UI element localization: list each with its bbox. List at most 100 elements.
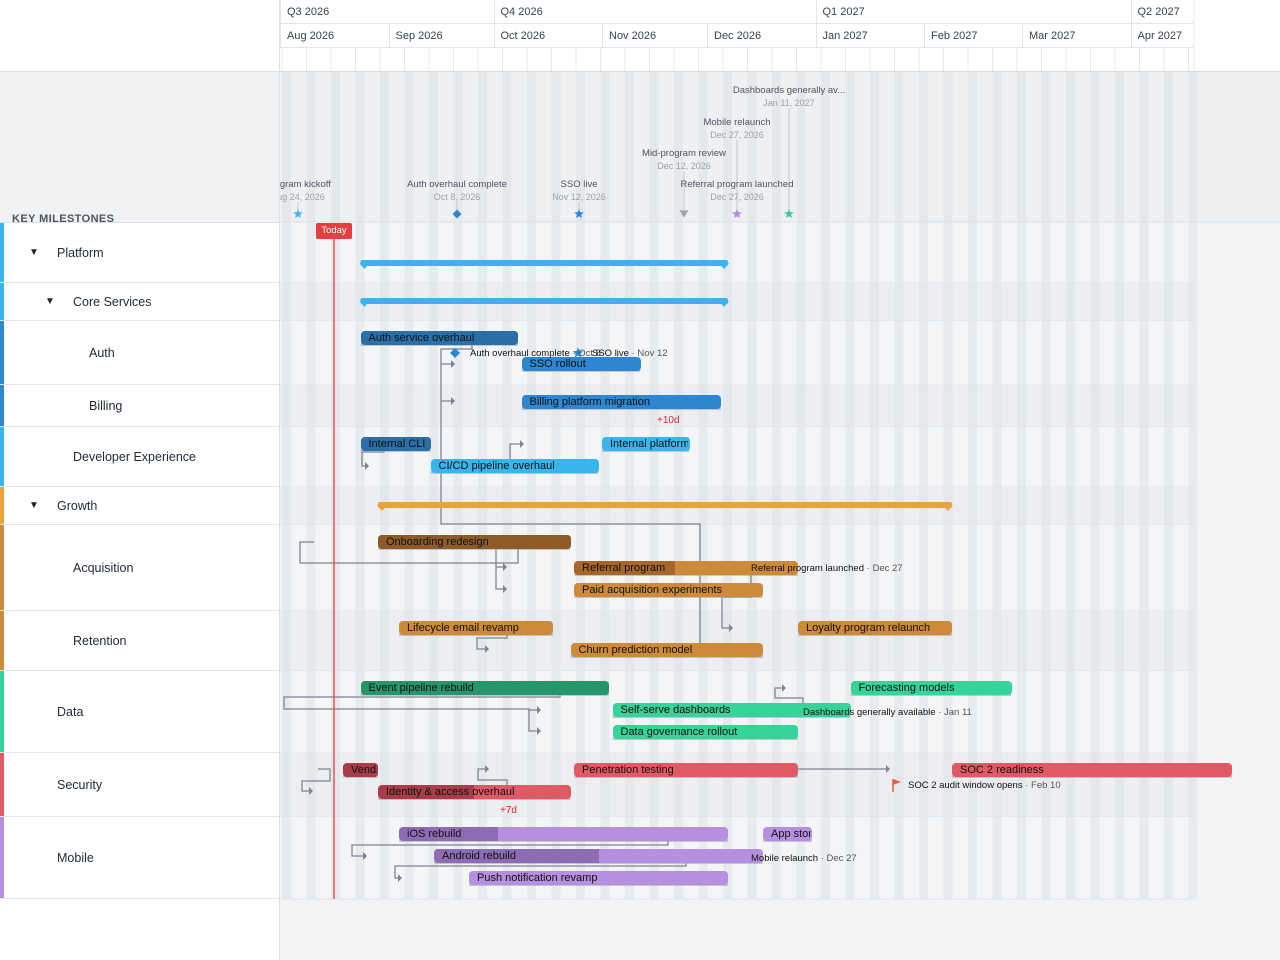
collapse-caret-icon[interactable]: ▼ xyxy=(29,500,39,511)
group-bar-start-cap xyxy=(359,301,370,307)
row-developer-experience[interactable]: Developer Experience xyxy=(0,427,279,487)
milestone-title[interactable]: SSO live xyxy=(560,179,598,190)
inline-milestone-label[interactable]: Auth overhaul complete · Oct 8 xyxy=(470,348,601,359)
row-growth[interactable]: ▼ Growth xyxy=(0,487,279,525)
milestone-star-icon[interactable] xyxy=(784,209,794,218)
task-bar[interactable]: Identity & access overhaul xyxy=(378,785,571,799)
collapse-caret-icon[interactable]: ▼ xyxy=(45,296,55,307)
task-label: SSO rollout xyxy=(529,358,586,370)
flag-icon[interactable] xyxy=(893,779,901,785)
milestone-diamond-icon[interactable] xyxy=(452,209,462,219)
milestone-title[interactable]: Mobile relaunch xyxy=(703,117,771,128)
row-data[interactable]: Data xyxy=(0,671,279,753)
week-stripe xyxy=(845,72,855,899)
milestone-title[interactable]: Referral program launched xyxy=(680,179,794,190)
row-acquisition[interactable]: Acquisition xyxy=(0,525,279,611)
inline-milestone-label[interactable]: Referral program launched · Dec 27 xyxy=(751,563,903,574)
task-label: Churn prediction model xyxy=(578,644,693,656)
week-stripe xyxy=(625,72,634,899)
row-label: Growth xyxy=(57,498,98,513)
group-summary-bar[interactable] xyxy=(360,298,729,304)
slippage-label: +7d xyxy=(500,805,517,816)
milestone-date: Dec 27, 2026 xyxy=(710,192,764,202)
row-label: Developer Experience xyxy=(73,449,196,464)
inline-milestone-title: Dashboards generally available xyxy=(803,707,936,718)
task-bar[interactable]: SOC 2 readiness xyxy=(952,763,1232,777)
milestone-star-icon[interactable] xyxy=(574,209,584,218)
group-bar-start-cap xyxy=(359,263,370,269)
row-core-services[interactable]: ▼ Core Services xyxy=(0,283,279,321)
task-bar[interactable]: Android rebuild xyxy=(434,849,763,863)
task-bar[interactable]: Paid acquisition experiments xyxy=(574,583,763,597)
inline-milestone-title: SSO live xyxy=(592,348,629,359)
row-security[interactable]: Security xyxy=(0,753,279,817)
inline-milestone-date: Dec 27 xyxy=(826,853,857,864)
month-label: Nov 2026 xyxy=(602,24,707,47)
inline-milestone-diamond-icon[interactable] xyxy=(450,348,460,358)
task-label: Auth service overhaul xyxy=(368,332,475,344)
task-bar[interactable]: Self-serve dashboards xyxy=(612,703,851,717)
task-label: Vendor review xyxy=(351,764,376,776)
separator: · xyxy=(628,348,638,359)
task-bar[interactable]: Penetration testing xyxy=(574,763,798,777)
task-bar[interactable]: Loyalty program relaunch xyxy=(798,621,952,635)
week-stripe xyxy=(502,72,512,899)
task-bar[interactable]: Onboarding redesign xyxy=(378,535,571,549)
row-mobile[interactable]: Mobile xyxy=(0,817,279,899)
milestone-title[interactable]: Auth overhaul complete xyxy=(407,179,507,190)
group-summary-bar[interactable] xyxy=(360,260,729,266)
task-label: iOS rebuild xyxy=(407,828,462,840)
task-bar[interactable]: Data governance rollout xyxy=(612,725,798,739)
row-billing[interactable]: Billing xyxy=(0,385,279,427)
inline-milestone-label[interactable]: Mobile relaunch · Dec 27 xyxy=(751,853,857,864)
task-bar[interactable]: CI/CD pipeline overhaul xyxy=(430,459,599,473)
task-bar[interactable]: Internal platform xyxy=(602,437,690,451)
inline-milestone-label[interactable]: SOC 2 audit window opens · Feb 10 xyxy=(908,780,1061,791)
row-label: Retention xyxy=(73,633,127,648)
inline-milestone-label[interactable]: Dashboards generally available · Jan 11 xyxy=(803,707,972,718)
task-bar[interactable]: Auth service overhaul xyxy=(360,331,518,345)
dependency-arrowhead xyxy=(886,765,890,773)
task-bar[interactable]: Vendor review xyxy=(343,763,378,777)
inline-milestone-label[interactable]: SSO live · Nov 12 xyxy=(592,348,668,359)
task-bar[interactable]: Referral program xyxy=(574,561,798,575)
task-progress-fill xyxy=(343,763,378,777)
milestone-triangle-icon[interactable] xyxy=(679,210,689,218)
row-auth[interactable]: Auth xyxy=(0,321,279,385)
task-bar[interactable]: Billing platform migration xyxy=(521,395,721,409)
inline-milestone-title: Auth overhaul complete xyxy=(470,348,570,359)
task-bar[interactable]: App store xyxy=(763,827,812,841)
task-bar[interactable]: Internal CLI xyxy=(360,437,431,451)
week-stripe xyxy=(576,72,585,899)
row-platform[interactable]: ▼ Platform xyxy=(0,223,279,283)
milestone-date: Dec 27, 2026 xyxy=(710,130,764,140)
week-stripe xyxy=(1041,72,1051,899)
task-bar[interactable]: Forecasting models xyxy=(850,681,1012,695)
milestone-title[interactable]: Mid-program review xyxy=(642,148,726,159)
group-bar-end-cap xyxy=(719,263,729,269)
task-bar[interactable]: Churn prediction model xyxy=(570,643,763,657)
inline-milestone-title: Mobile relaunch xyxy=(751,853,819,864)
milestone-star-icon[interactable] xyxy=(293,209,303,218)
task-bar[interactable]: SSO rollout xyxy=(521,357,641,371)
group-summary-bar[interactable] xyxy=(378,502,952,508)
row-retention[interactable]: Retention xyxy=(0,611,279,671)
collapse-caret-icon[interactable]: ▼ xyxy=(29,247,39,258)
separator: · xyxy=(1022,780,1032,791)
task-bar[interactable]: Lifecycle email revamp xyxy=(399,621,553,635)
week-stripe xyxy=(306,72,316,899)
week-stripe xyxy=(747,72,757,899)
task-bar[interactable]: Push notification revamp xyxy=(469,871,728,885)
row-band xyxy=(280,223,1194,283)
milestone-star-icon[interactable] xyxy=(732,209,742,218)
milestone-date: Nov 12, 2026 xyxy=(552,192,606,202)
inline-milestone-star-icon[interactable] xyxy=(572,347,584,358)
inline-milestone-title: Referral program launched xyxy=(751,563,865,574)
milestone-title[interactable]: Program kickoff xyxy=(265,179,331,190)
milestone-title[interactable]: Dashboards generally av... xyxy=(732,85,846,96)
task-label: SOC 2 readiness xyxy=(960,764,1044,776)
week-stripe xyxy=(870,72,879,899)
task-bar[interactable]: Event pipeline rebuild xyxy=(360,681,609,695)
milestone-overflow-mask: KEY MILESTONES xyxy=(0,72,280,225)
task-bar[interactable]: iOS rebuild xyxy=(399,827,728,841)
